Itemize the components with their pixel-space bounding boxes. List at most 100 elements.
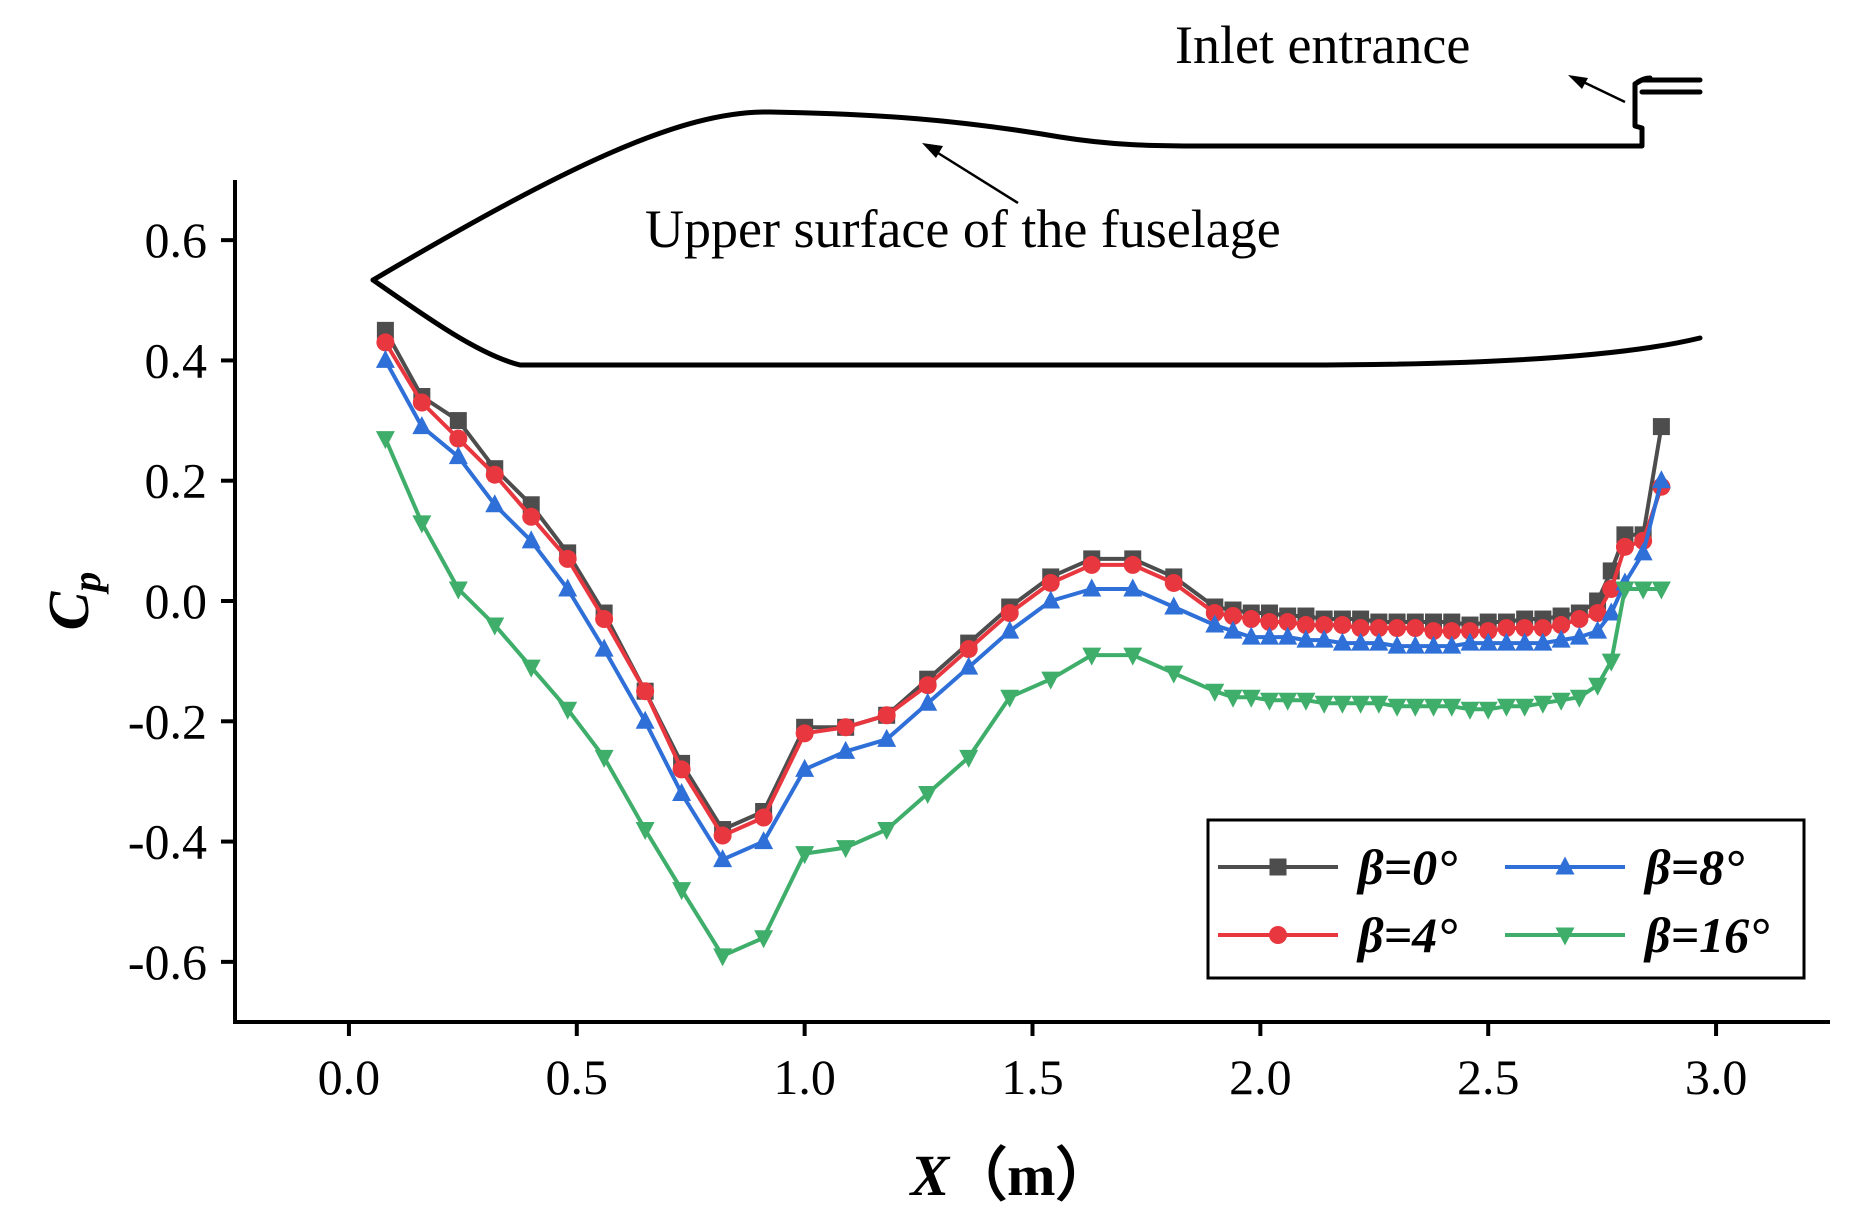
data-point — [1351, 632, 1371, 651]
series-2 — [375, 349, 1671, 868]
series-0 — [376, 321, 1670, 839]
data-point — [1242, 610, 1261, 629]
data-point — [1569, 626, 1589, 645]
y-tick-label: 0.4 — [145, 332, 208, 388]
data-point — [795, 724, 814, 743]
ticks: 0.0 0.5 1.0 1.5 2.0 2.5 3.0 0.6 0.4 0.2 0.0 -0.2 -0.… — [128, 212, 1747, 1105]
data-point — [1241, 689, 1261, 708]
data-point — [1164, 596, 1184, 615]
annotation-inlet-arrow — [1568, 75, 1626, 104]
data-point — [1406, 619, 1425, 638]
data-point — [1278, 613, 1297, 632]
data-point — [1296, 629, 1316, 648]
inlet-lip-outline — [1632, 75, 1703, 95]
data-point — [1496, 698, 1516, 717]
data-point — [1205, 614, 1225, 633]
data-point — [485, 465, 504, 484]
data-point — [1387, 698, 1407, 717]
data-point — [836, 840, 856, 859]
legend-entry-0: β=0° — [1218, 839, 1457, 895]
data-point — [1123, 578, 1143, 597]
legend-swatch-marker — [1555, 927, 1575, 946]
data-point — [376, 333, 395, 352]
data-point — [1296, 692, 1316, 711]
data-point — [636, 682, 655, 701]
legend-box — [1206, 818, 1806, 980]
x-tick-label: 3.0 — [1685, 1049, 1748, 1105]
data-point — [1314, 629, 1334, 648]
legend-swatch-marker — [1555, 856, 1575, 875]
x-tick-label: 0.5 — [546, 1049, 609, 1105]
data-point — [1602, 579, 1621, 598]
data-point — [558, 549, 577, 568]
data-point — [1615, 537, 1634, 556]
data-point — [1314, 695, 1334, 714]
data-point — [635, 710, 655, 729]
legend-entry-2: β=8° — [1505, 839, 1744, 895]
series-line-1 — [383, 341, 1664, 838]
data-point — [412, 393, 431, 412]
data-point — [877, 822, 897, 841]
legend-swatch-marker — [1269, 858, 1287, 876]
data-point — [877, 728, 897, 747]
data-point — [754, 808, 773, 827]
data-point — [1387, 635, 1407, 654]
data-point — [485, 494, 505, 513]
data-point — [672, 882, 692, 901]
series-line-2 — [383, 359, 1664, 862]
data-point — [1424, 635, 1444, 654]
data-point — [1405, 635, 1425, 654]
data-point — [1241, 626, 1261, 645]
data-point — [672, 782, 692, 801]
data-point — [877, 706, 896, 725]
legend-swatch-marker — [1269, 926, 1287, 944]
data-point — [1515, 619, 1534, 638]
data-point — [521, 659, 541, 678]
x-axis-title-main: X — [908, 1143, 950, 1208]
data-point — [1442, 622, 1461, 641]
data-point — [1479, 622, 1498, 641]
data-point — [1000, 604, 1019, 623]
x-tick-label: 1.0 — [773, 1049, 836, 1105]
data-point — [521, 530, 541, 549]
data-point — [918, 692, 938, 711]
fuselage-sketch — [370, 75, 1703, 368]
data-point — [1633, 581, 1653, 600]
data-point — [1405, 698, 1425, 717]
data-point — [1205, 683, 1225, 702]
data-point — [594, 638, 614, 657]
fuselage-lower-outline — [370, 277, 1703, 368]
data-point — [1205, 604, 1224, 623]
data-point — [485, 617, 505, 636]
data-point — [1588, 620, 1608, 639]
data-point — [1497, 619, 1516, 638]
y-tick-label: 0.0 — [145, 573, 208, 629]
data-point — [1041, 573, 1060, 592]
data-point — [1351, 619, 1370, 638]
data-point — [635, 822, 655, 841]
data-point — [1515, 632, 1535, 651]
data-point — [1651, 470, 1671, 489]
data-point — [959, 749, 979, 768]
y-tick-label: -0.2 — [128, 693, 207, 749]
legend-label: β=16° — [1643, 907, 1769, 963]
data-point — [959, 640, 978, 659]
data-point — [1551, 629, 1571, 648]
data-point — [1496, 632, 1516, 651]
annotation-upper-surface: Upper surface of the fuselage — [645, 199, 1281, 259]
data-point — [1223, 620, 1243, 639]
data-point — [1651, 581, 1671, 600]
data-point — [1259, 692, 1279, 711]
data-point — [1570, 610, 1589, 629]
data-point — [1652, 418, 1670, 436]
data-point — [1278, 692, 1298, 711]
data-point — [1278, 626, 1298, 645]
fuselage-upper-outline — [370, 77, 1703, 283]
data-point — [836, 740, 856, 759]
data-point — [713, 826, 732, 845]
data-point — [1478, 632, 1498, 651]
data-point — [1533, 695, 1553, 714]
y-tick-label: -0.6 — [128, 934, 207, 990]
data-point — [1315, 616, 1334, 635]
